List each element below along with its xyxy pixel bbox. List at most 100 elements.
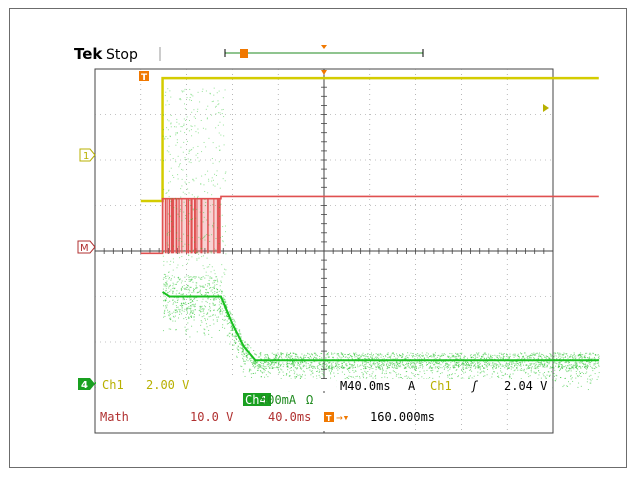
ch4-point: [250, 373, 252, 375]
ch4-point: [170, 123, 172, 125]
ch4-point: [554, 354, 556, 356]
ch4-point: [275, 358, 277, 360]
ch4-point: [355, 355, 357, 357]
ch4-point: [579, 372, 581, 374]
ch4-point: [255, 354, 257, 356]
ch4-point: [184, 243, 186, 245]
ch4-point: [396, 363, 398, 365]
ch4-point: [305, 361, 307, 363]
ch4-point: [208, 283, 210, 285]
ch4-point: [471, 370, 473, 372]
ch4-point: [242, 346, 244, 348]
ch4-point: [241, 366, 243, 368]
ch4-point: [213, 298, 215, 300]
ch4-point: [234, 342, 236, 344]
ch4-point: [418, 355, 420, 357]
ch4-point: [201, 316, 203, 318]
ch4-point: [379, 367, 381, 369]
ch4-point: [211, 101, 213, 103]
ch4-point: [477, 374, 479, 376]
ch4-point: [394, 358, 396, 360]
ch4-point: [295, 367, 297, 369]
ch4-point: [442, 361, 444, 363]
ch4-point: [562, 358, 564, 360]
ch4-point: [435, 357, 437, 359]
ch4-point: [181, 306, 183, 308]
ch4-point: [461, 367, 463, 369]
ch4-point: [321, 370, 323, 372]
ch4-point: [585, 365, 587, 367]
ch4-point: [527, 373, 529, 375]
ch4-point: [540, 362, 542, 364]
ch4-point: [184, 302, 186, 304]
ch4-point: [478, 355, 480, 357]
ch4-point: [209, 287, 211, 289]
ch4-point: [449, 377, 451, 379]
ch4-point: [280, 355, 282, 357]
ch4-point: [397, 364, 399, 366]
ch4-point: [183, 250, 185, 252]
ch4-point: [219, 285, 221, 287]
ch4-point: [462, 365, 464, 367]
ch4-point: [177, 264, 179, 266]
ch4-point: [534, 365, 536, 367]
ch4-point: [580, 356, 582, 358]
ch4-point: [386, 368, 388, 370]
ch4-point: [183, 90, 185, 92]
ch4-point: [242, 358, 244, 360]
ch4-point: [480, 367, 482, 369]
ch4-point: [269, 360, 271, 362]
ch4-point: [352, 364, 354, 366]
ch4-point: [563, 384, 565, 386]
ch4-point: [576, 365, 578, 367]
ch4-point: [374, 356, 376, 358]
ch4-point: [175, 310, 177, 312]
ch4-point: [197, 152, 199, 154]
ch4-point: [538, 374, 540, 376]
ch4-point: [298, 357, 300, 359]
ch4-point: [515, 363, 517, 365]
ch4-point: [166, 242, 168, 244]
ch4-point: [172, 303, 174, 305]
ch4-point: [197, 91, 199, 93]
ch4-point: [205, 319, 207, 321]
ch4-point: [407, 357, 409, 359]
ch4-point: [409, 377, 411, 379]
ch4-point: [495, 367, 497, 369]
ch4-point: [327, 356, 329, 358]
ch4-point: [188, 276, 190, 278]
ch4-point: [488, 362, 490, 364]
ch4-point: [469, 375, 471, 377]
ch4-point: [217, 294, 219, 296]
ch4-point: [369, 367, 371, 369]
ch4-point: [552, 373, 554, 375]
ch4-point: [488, 357, 490, 359]
ch4-point: [165, 278, 167, 280]
ch4-point: [332, 353, 334, 355]
ch4-point: [311, 366, 313, 368]
ch4-point: [370, 361, 372, 363]
ch4-point: [375, 377, 377, 379]
ch4-point: [204, 199, 206, 201]
ch4-point: [400, 355, 402, 357]
ch4-point: [421, 352, 423, 354]
ch4-point: [192, 309, 194, 311]
ch4-point: [586, 366, 588, 368]
ch4-point: [424, 361, 426, 363]
ch4-point: [183, 124, 185, 126]
traces: [95, 76, 600, 392]
ch4-point: [294, 354, 296, 356]
ch4-point: [475, 363, 477, 365]
ch4-point: [224, 273, 226, 275]
status-label: Stop: [106, 47, 138, 63]
ch4-point: [501, 378, 503, 380]
ch4-point: [179, 292, 181, 294]
ch4-point: [216, 319, 218, 321]
ch4-point: [406, 365, 408, 367]
ch4-point: [487, 355, 489, 357]
ch4-point: [506, 354, 508, 356]
ch4-point: [475, 366, 477, 368]
ch4-point: [232, 326, 234, 328]
ch4-point: [467, 363, 469, 365]
ch4-point: [217, 100, 219, 102]
